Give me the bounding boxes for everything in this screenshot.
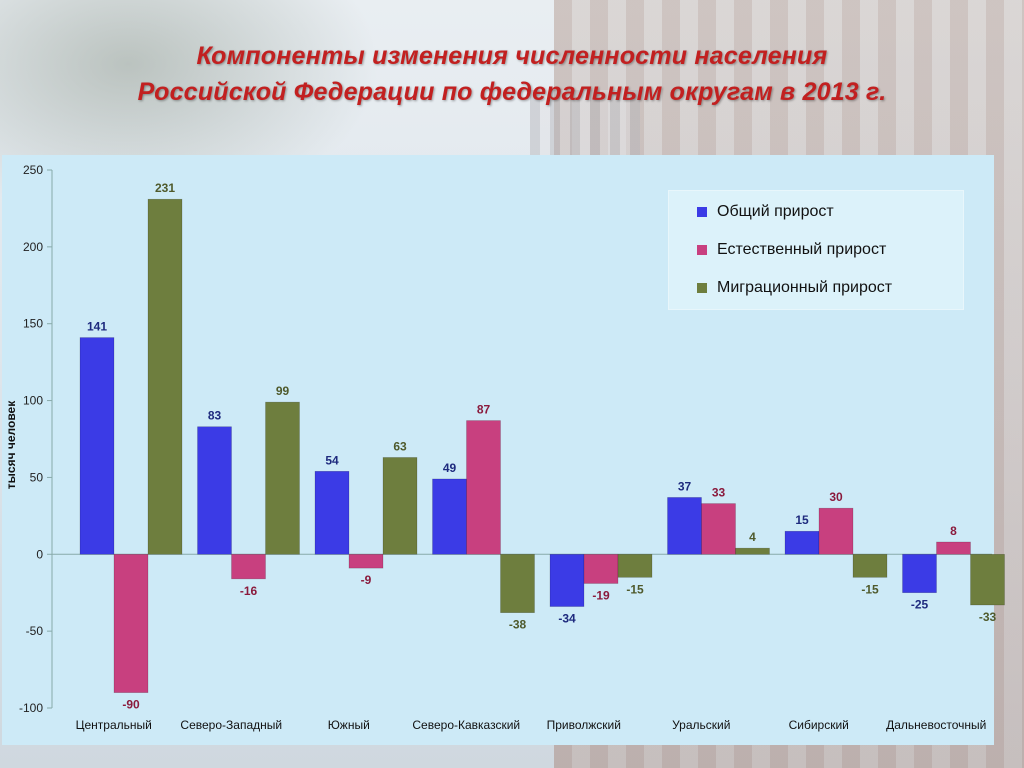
bar — [549, 553, 585, 607]
x-tick-label: Сибирский — [789, 718, 849, 732]
y-tick-label: 50 — [30, 470, 44, 484]
bar — [852, 553, 888, 578]
bar — [936, 541, 971, 555]
legend-item-migration: Миграционный прирост — [697, 277, 892, 299]
y-tick-label: 100 — [23, 394, 43, 408]
data-label: 30 — [829, 490, 843, 504]
y-tick-label: 0 — [36, 547, 43, 561]
chart-legend: Общий прирост Естественный прирост Мигра… — [668, 190, 964, 310]
bar — [231, 553, 266, 580]
data-label: 87 — [477, 403, 491, 417]
y-tick-label: -50 — [26, 624, 44, 638]
data-label: -25 — [911, 598, 929, 612]
bar — [818, 507, 854, 555]
chart-bars — [79, 198, 1005, 693]
legend-item-total: Общий прирост — [697, 201, 834, 223]
y-tick-label: 200 — [23, 240, 43, 254]
data-label: 15 — [795, 513, 809, 527]
data-label: 8 — [950, 524, 957, 538]
data-label: -34 — [558, 612, 576, 626]
legend-item-natural: Естественный прирост — [697, 239, 886, 261]
data-label: 33 — [712, 486, 726, 500]
bar — [197, 426, 232, 555]
data-label: -15 — [861, 582, 879, 596]
y-tick-label: -100 — [19, 701, 43, 715]
bar — [113, 553, 149, 693]
x-tick-label: Северо-Западный — [180, 718, 282, 732]
title-line-2: Российской Федерации по федеральным окру… — [137, 78, 887, 106]
data-label: 63 — [393, 439, 407, 453]
data-label: -19 — [592, 588, 610, 602]
bar — [583, 553, 619, 584]
bar — [970, 553, 1005, 606]
data-label: -15 — [626, 582, 644, 596]
bar — [902, 553, 937, 594]
legend-label-natural: Естественный прирост — [717, 241, 887, 258]
x-tick-label: Центральный — [76, 718, 152, 732]
y-tick-label: 150 — [23, 317, 43, 331]
bar — [79, 337, 115, 555]
data-label: -16 — [240, 584, 258, 598]
x-tick-label: Южный — [328, 718, 370, 732]
bar — [432, 478, 467, 555]
legend-swatch-migration — [697, 283, 707, 293]
bar — [667, 497, 702, 555]
chart-category-labels: Центральный Северо-Западный Южный Северо-Ка… — [76, 718, 987, 732]
x-tick-label: Уральский — [672, 718, 730, 732]
bar — [348, 553, 384, 569]
bar — [466, 420, 501, 555]
legend-swatch-total — [697, 207, 707, 217]
data-label: 99 — [276, 384, 290, 398]
data-label: 54 — [325, 453, 339, 467]
bar — [784, 530, 820, 555]
legend-swatch-natural — [697, 245, 707, 255]
data-label: -9 — [361, 573, 372, 587]
x-tick-label: Дальневосточный — [886, 718, 986, 732]
bar — [735, 547, 770, 555]
data-label: -33 — [979, 610, 997, 624]
data-label: 83 — [208, 409, 222, 423]
bar — [314, 470, 350, 555]
bar — [382, 457, 418, 555]
legend-label-total: Общий прирост — [717, 203, 834, 220]
bar — [265, 401, 300, 555]
title-line-1: Компоненты изменения численности населен… — [196, 42, 828, 70]
x-tick-label: Приволжский — [547, 718, 621, 732]
data-label: 231 — [155, 181, 175, 195]
data-label: 4 — [749, 530, 756, 544]
page-title: Компоненты изменения численности населен… — [0, 38, 1024, 110]
bar — [147, 198, 183, 555]
bar — [701, 503, 736, 555]
y-tick-label: 250 — [23, 163, 43, 177]
y-axis-label: тысяч человек — [4, 400, 18, 489]
bar — [500, 553, 535, 613]
data-label: 37 — [678, 479, 692, 493]
chart-data-labels: 141 -90 231 83 -16 99 54 -9 63 49 87 -38 -34 -19 -15 37… — [87, 181, 997, 711]
legend-label-migration: Миграционный прирост — [717, 279, 893, 296]
data-label: 141 — [87, 320, 107, 334]
data-label: 49 — [443, 461, 457, 475]
bar — [617, 553, 653, 578]
data-label: -90 — [122, 698, 140, 712]
data-label: -38 — [509, 618, 527, 632]
x-tick-label: Северо-Кавказский — [412, 718, 520, 732]
